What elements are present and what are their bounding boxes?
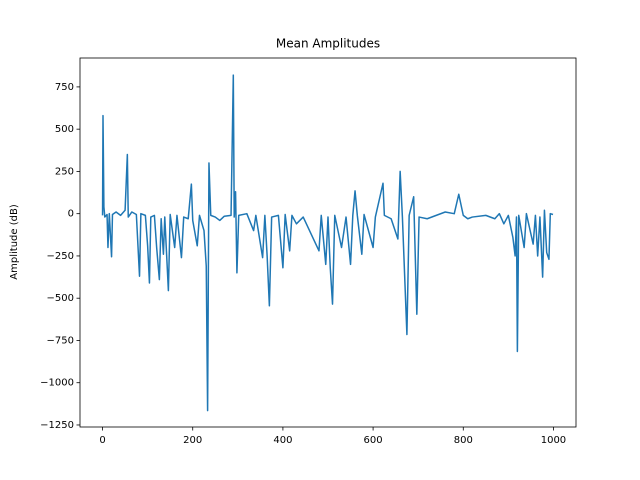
y-tick-label: 0 [68,209,74,220]
line-series [101,74,554,412]
y-tick-label: −1000 [40,378,74,389]
x-tick-label: 1000 [541,435,566,446]
y-tick-label: 750 [55,82,74,93]
x-tick-label: 200 [183,435,202,446]
x-tick-label: 800 [454,435,473,446]
y-tick-label: 500 [55,124,74,135]
y-axis-label: Amplitude (dB) [9,204,20,280]
y-tick-label: −500 [47,293,74,304]
x-tick-label: 0 [99,435,105,446]
x-tick-label: 600 [364,435,383,446]
plot-frame [79,57,577,428]
y-tick-label: −250 [47,251,74,262]
x-tick-label: 400 [273,435,292,446]
y-tick-label: −750 [47,335,74,346]
chart-title: Mean Amplitudes [276,37,380,51]
y-tick-label: −1250 [40,420,74,431]
y-tick-label: 250 [55,166,74,177]
